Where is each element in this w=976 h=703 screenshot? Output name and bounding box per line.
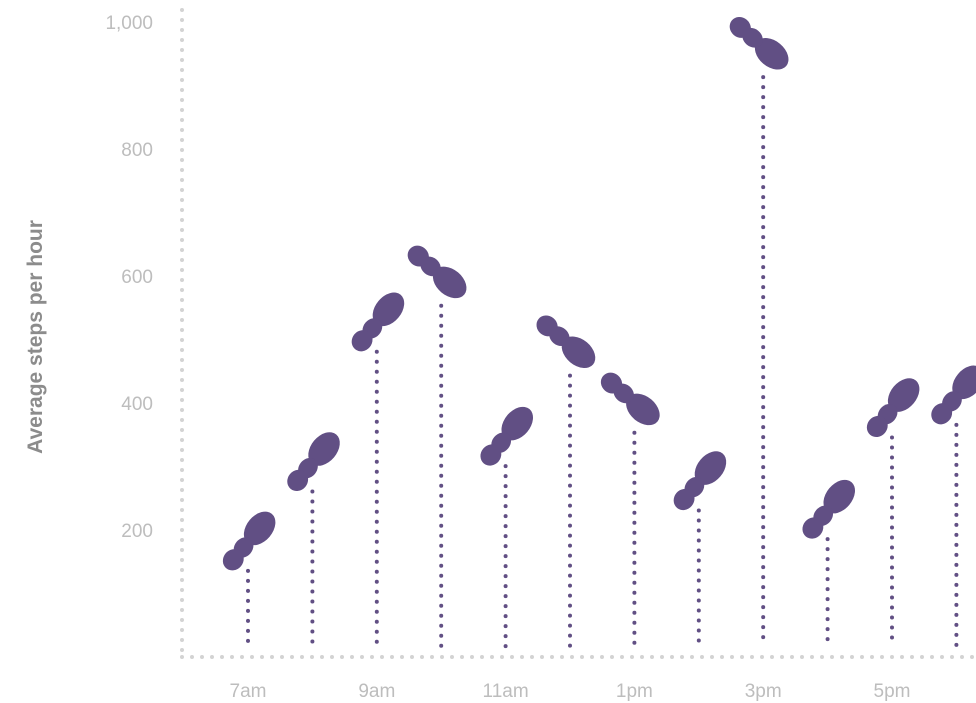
footprint-marker [216,505,282,577]
data-markers [216,10,976,577]
x-tick-label: 9am [358,681,395,702]
footprint-marker [924,359,976,431]
y-tick-label: 1,000 [105,13,153,34]
y-tick-label: 200 [121,521,153,542]
footprint-marker [345,286,411,358]
y-tick-label: 800 [121,140,153,161]
y-axis-title: Average steps per hour [24,220,47,454]
x-tick-label: 5pm [874,681,911,702]
y-tick-label: 600 [121,267,153,288]
footprint-marker [280,426,347,498]
x-tick-label: 11am [483,681,529,702]
footprint-marker [723,10,795,76]
x-tick-label: 1pm [616,681,653,702]
footprint-marker [667,445,733,517]
y-tick-label: 400 [121,394,153,415]
footprint-marker [860,372,926,444]
x-tick-label: 7am [230,681,267,702]
footprint-marker [473,400,540,472]
footprint-marker [594,366,666,432]
data-stems [246,75,959,649]
x-tick-labels: 7am 9am 11am 1pm 3pm 5pm [230,681,911,702]
footprint-marker [530,308,602,375]
y-tick-labels: 200 400 600 800 1,000 [105,13,153,542]
footprint-marker [795,473,862,545]
x-tick-label: 3pm [745,681,782,702]
footprint-marker [401,239,473,305]
